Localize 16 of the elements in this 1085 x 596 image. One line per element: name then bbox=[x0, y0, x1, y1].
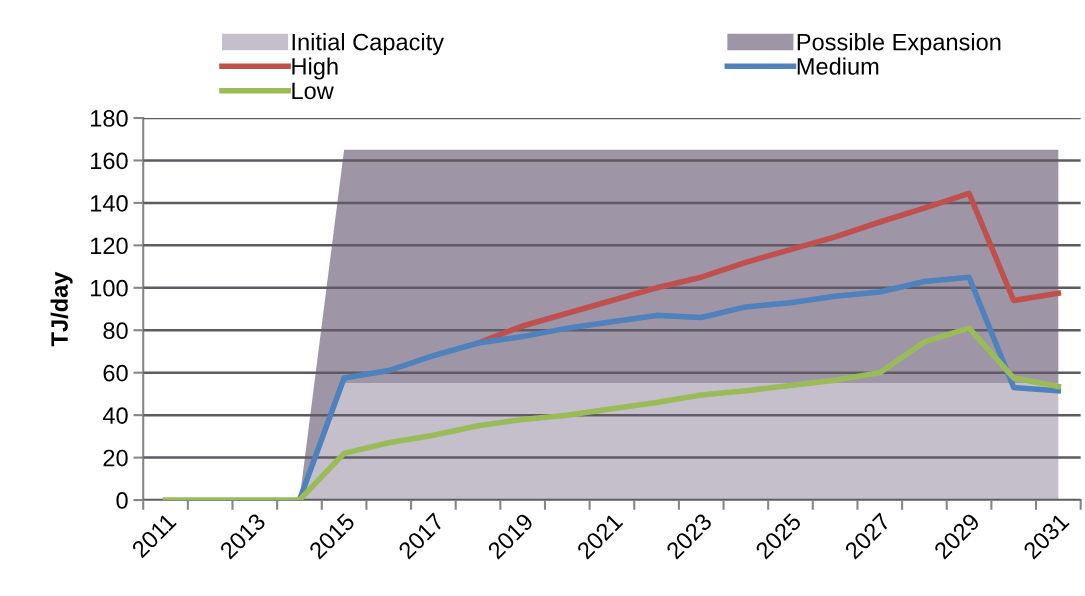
y-tick-label: 160 bbox=[91, 152, 128, 170]
y-tick-label: 40 bbox=[102, 407, 128, 424]
y-tick-label: 20 bbox=[103, 449, 128, 467]
legend-label: High bbox=[292, 57, 338, 80]
y-tick-label: 60 bbox=[103, 364, 128, 382]
y-axis-title: TJ/day bbox=[50, 271, 73, 347]
y-tick-label: 0 bbox=[116, 492, 128, 509]
legend-label: Medium bbox=[797, 57, 879, 75]
y-tick-label: 180 bbox=[91, 110, 128, 127]
y-tick-label: 80 bbox=[103, 322, 128, 340]
y-tick-label: 120 bbox=[91, 237, 128, 255]
y-tick-label: 140 bbox=[91, 194, 128, 212]
legend-label: Low bbox=[292, 82, 334, 100]
legend-label: Initial Capacity bbox=[292, 33, 444, 56]
legend-label: Possible Expansion bbox=[797, 33, 1001, 56]
y-tick-label: 100 bbox=[91, 279, 128, 297]
